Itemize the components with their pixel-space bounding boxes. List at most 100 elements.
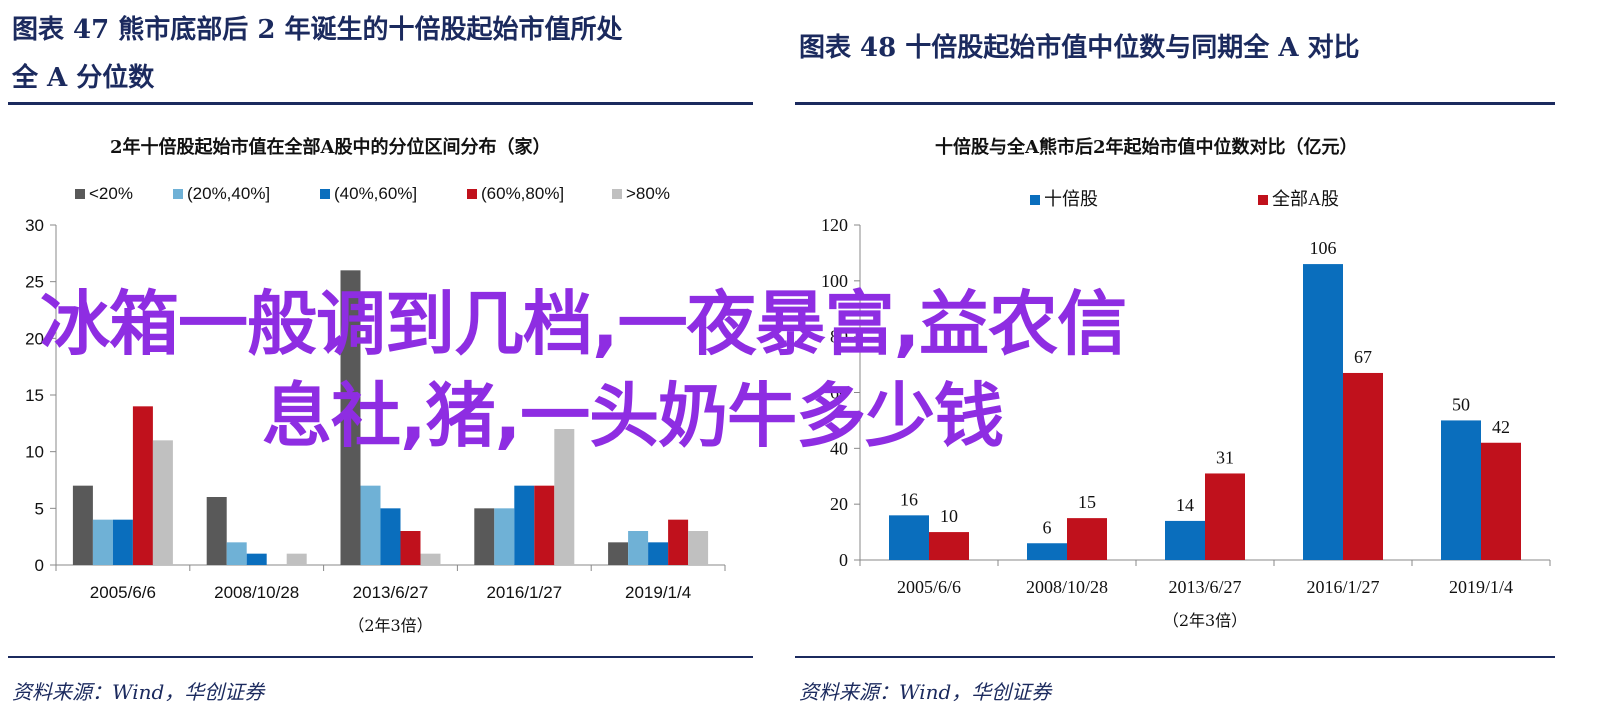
bar-1-3 bbox=[340, 270, 361, 565]
left-figure-title: 图表 47 熊市底部后 2 年诞生的十倍股起始市值所处 全 A 分位数 bbox=[12, 6, 622, 102]
bar-1-2 bbox=[206, 497, 227, 565]
legend-label: (60%,80%] bbox=[481, 184, 564, 203]
legend-swatch bbox=[1030, 195, 1040, 205]
y-tick-label: 30 bbox=[25, 216, 44, 235]
bar-2-1 bbox=[929, 532, 969, 560]
data-label: 14 bbox=[1176, 495, 1194, 515]
y-tick-label: 5 bbox=[35, 499, 44, 518]
data-label: 6 bbox=[1043, 517, 1052, 537]
left-top-rule bbox=[8, 102, 753, 105]
x-axis-label: （2年3倍） bbox=[348, 616, 432, 635]
legend-swatch bbox=[1258, 195, 1268, 205]
y-tick-label: 15 bbox=[25, 386, 44, 405]
bar-5-5 bbox=[688, 531, 709, 565]
x-category-label: 2008/10/28 bbox=[1026, 577, 1108, 597]
x-category-label: 2019/1/4 bbox=[1449, 577, 1513, 597]
legend-label: <20% bbox=[89, 184, 133, 203]
bar-2-1 bbox=[92, 519, 113, 565]
bar-5-2 bbox=[286, 553, 307, 565]
right-top-rule bbox=[795, 102, 1555, 105]
bar-1-1 bbox=[889, 515, 929, 560]
bar-4-1 bbox=[132, 406, 153, 565]
y-tick-label: 10 bbox=[25, 443, 44, 462]
data-label: 31 bbox=[1216, 447, 1234, 467]
left-figure-title-line1: 图表 47 熊市底部后 2 年诞生的十倍股起始市值所处 bbox=[12, 15, 623, 45]
bar-3-2 bbox=[246, 553, 267, 565]
right-figure-title: 图表 48 十倍股起始市值中位数与同期全 A 对比 bbox=[799, 33, 1360, 63]
legend-swatch bbox=[75, 189, 85, 199]
data-label: 42 bbox=[1492, 417, 1510, 437]
x-axis-label: （2年3倍） bbox=[1163, 611, 1247, 630]
bar-2-2 bbox=[226, 542, 247, 565]
legend-swatch bbox=[173, 189, 183, 199]
left-figure-title-line2: 全 A 分位数 bbox=[12, 63, 155, 93]
legend-label: 十倍股 bbox=[1044, 189, 1098, 209]
bar-1-3 bbox=[1165, 520, 1205, 560]
data-label: 50 bbox=[1452, 394, 1470, 414]
bar-2-3 bbox=[1205, 473, 1245, 560]
data-label: 15 bbox=[1078, 492, 1096, 512]
bar-1-4 bbox=[1303, 264, 1343, 560]
y-tick-label: 60 bbox=[830, 383, 848, 403]
y-tick-label: 25 bbox=[25, 273, 44, 292]
bar-1-2 bbox=[1027, 543, 1067, 560]
data-label: 10 bbox=[940, 506, 958, 526]
legend-label: (40%,60%] bbox=[334, 184, 417, 203]
bar-3-3 bbox=[380, 508, 401, 565]
x-category-label: 2013/6/27 bbox=[1168, 577, 1241, 597]
left-source-note: 资料来源：Wind，华创证券 bbox=[12, 680, 265, 704]
bar-1-4 bbox=[474, 508, 495, 565]
bar-2-3 bbox=[360, 485, 381, 565]
bar-2-5 bbox=[1481, 442, 1521, 560]
bar-1-1 bbox=[72, 485, 93, 565]
legend-swatch bbox=[320, 189, 330, 199]
data-label: 106 bbox=[1310, 238, 1337, 258]
right-figure-panel: 图表 48 十倍股起始市值中位数与同期全 A 对比 十倍股与全A熊市后2年起始市… bbox=[795, 0, 1595, 726]
right-bottom-rule bbox=[795, 656, 1555, 658]
bar-4-5 bbox=[668, 519, 689, 565]
legend-label: (20%,40%] bbox=[187, 184, 270, 203]
legend-label: >80% bbox=[626, 184, 670, 203]
data-label: 67 bbox=[1354, 347, 1372, 367]
bar-2-5 bbox=[628, 531, 649, 565]
legend-swatch bbox=[467, 189, 477, 199]
x-category-label: 2008/10/28 bbox=[214, 583, 299, 602]
left-chart-title: 2年十倍股起始市值在全部A股中的分位区间分布（家） bbox=[110, 137, 551, 158]
x-category-label: 2005/6/6 bbox=[90, 583, 156, 602]
bar-1-5 bbox=[1441, 420, 1481, 560]
x-category-label: 2016/1/27 bbox=[1306, 577, 1379, 597]
bar-2-4 bbox=[1343, 372, 1383, 560]
x-category-label: 2016/1/27 bbox=[486, 583, 562, 602]
bar-3-1 bbox=[112, 519, 133, 565]
right-source-note: 资料来源：Wind，华创证券 bbox=[799, 680, 1052, 704]
y-tick-label: 0 bbox=[35, 556, 44, 575]
bar-5-4 bbox=[554, 429, 575, 565]
x-category-label: 2013/6/27 bbox=[353, 583, 429, 602]
left-bottom-rule bbox=[8, 656, 753, 658]
x-category-label: 2005/6/6 bbox=[897, 577, 961, 597]
legend-label: 全部A股 bbox=[1272, 189, 1339, 209]
right-chart-title: 十倍股与全A熊市后2年起始市值中位数对比（亿元） bbox=[935, 137, 1358, 158]
y-tick-label: 120 bbox=[821, 215, 848, 235]
y-tick-label: 20 bbox=[25, 329, 44, 348]
y-tick-label: 80 bbox=[830, 327, 848, 347]
bar-4-3 bbox=[400, 531, 421, 565]
bar-5-3 bbox=[420, 553, 441, 565]
bar-2-2 bbox=[1067, 518, 1107, 560]
data-label: 16 bbox=[900, 489, 918, 509]
bar-3-5 bbox=[648, 542, 669, 565]
y-tick-label: 40 bbox=[830, 438, 848, 458]
bar-2-4 bbox=[494, 508, 515, 565]
y-tick-label: 100 bbox=[821, 271, 848, 291]
y-tick-label: 0 bbox=[839, 550, 848, 570]
x-category-label: 2019/1/4 bbox=[625, 583, 691, 602]
bar-4-4 bbox=[534, 485, 555, 565]
left-figure-panel: 图表 47 熊市底部后 2 年诞生的十倍股起始市值所处 全 A 分位数 2年十倍… bbox=[0, 0, 775, 726]
bar-3-4 bbox=[514, 485, 535, 565]
bar-5-1 bbox=[152, 440, 173, 565]
bar-1-5 bbox=[608, 542, 629, 565]
legend-swatch bbox=[612, 189, 622, 199]
y-tick-label: 20 bbox=[830, 494, 848, 514]
